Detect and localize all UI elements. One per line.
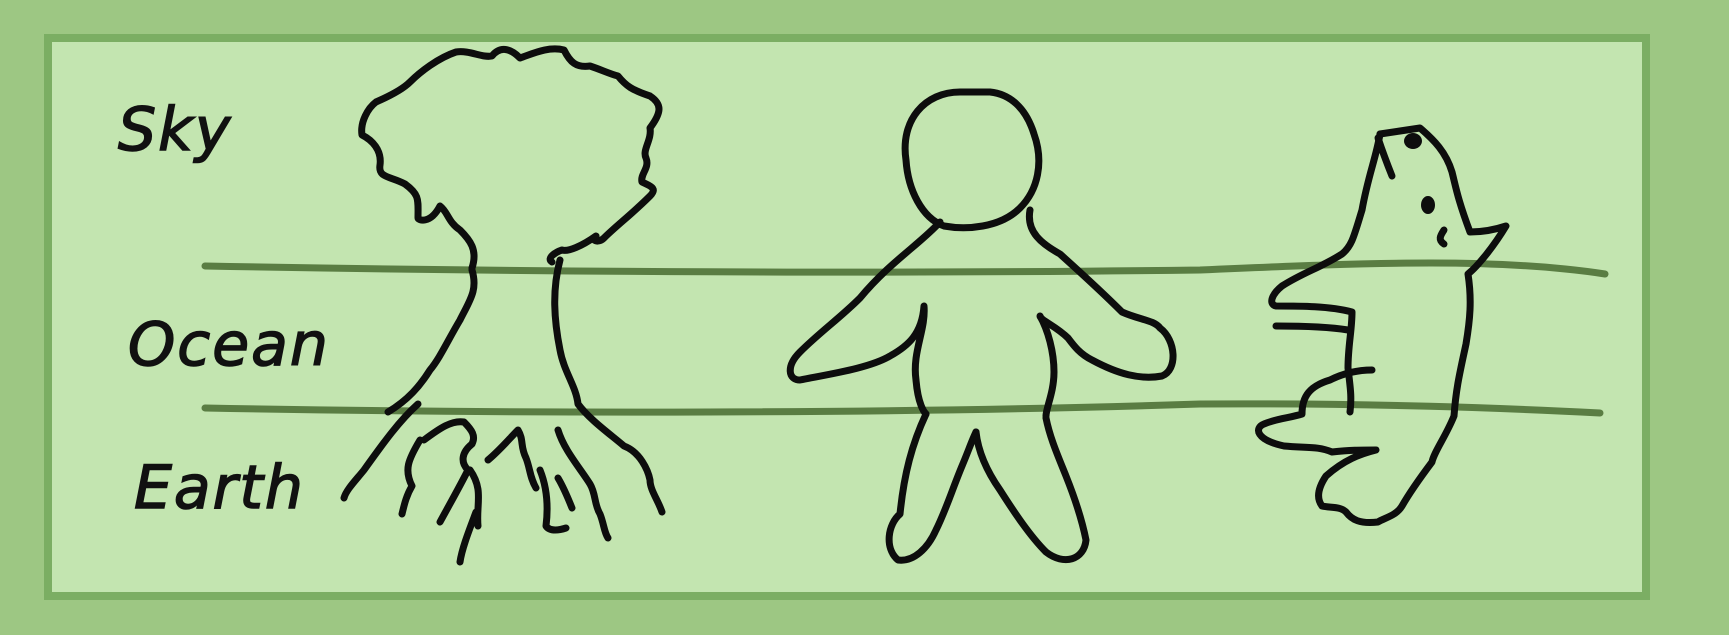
- diagram-panel: [44, 34, 1650, 600]
- person-icon: [786, 88, 1177, 564]
- fish-gill: [1421, 196, 1435, 214]
- tree-icon: [340, 45, 666, 566]
- earth-label: Earth: [133, 453, 305, 523]
- fish-eye: [1404, 133, 1422, 149]
- fish-icon: [1255, 124, 1510, 526]
- sky-label: Sky: [117, 95, 233, 165]
- ocean-label: Ocean: [127, 310, 330, 380]
- sky-ocean-divider: [201, 259, 1609, 278]
- ocean-earth-divider: [201, 400, 1604, 417]
